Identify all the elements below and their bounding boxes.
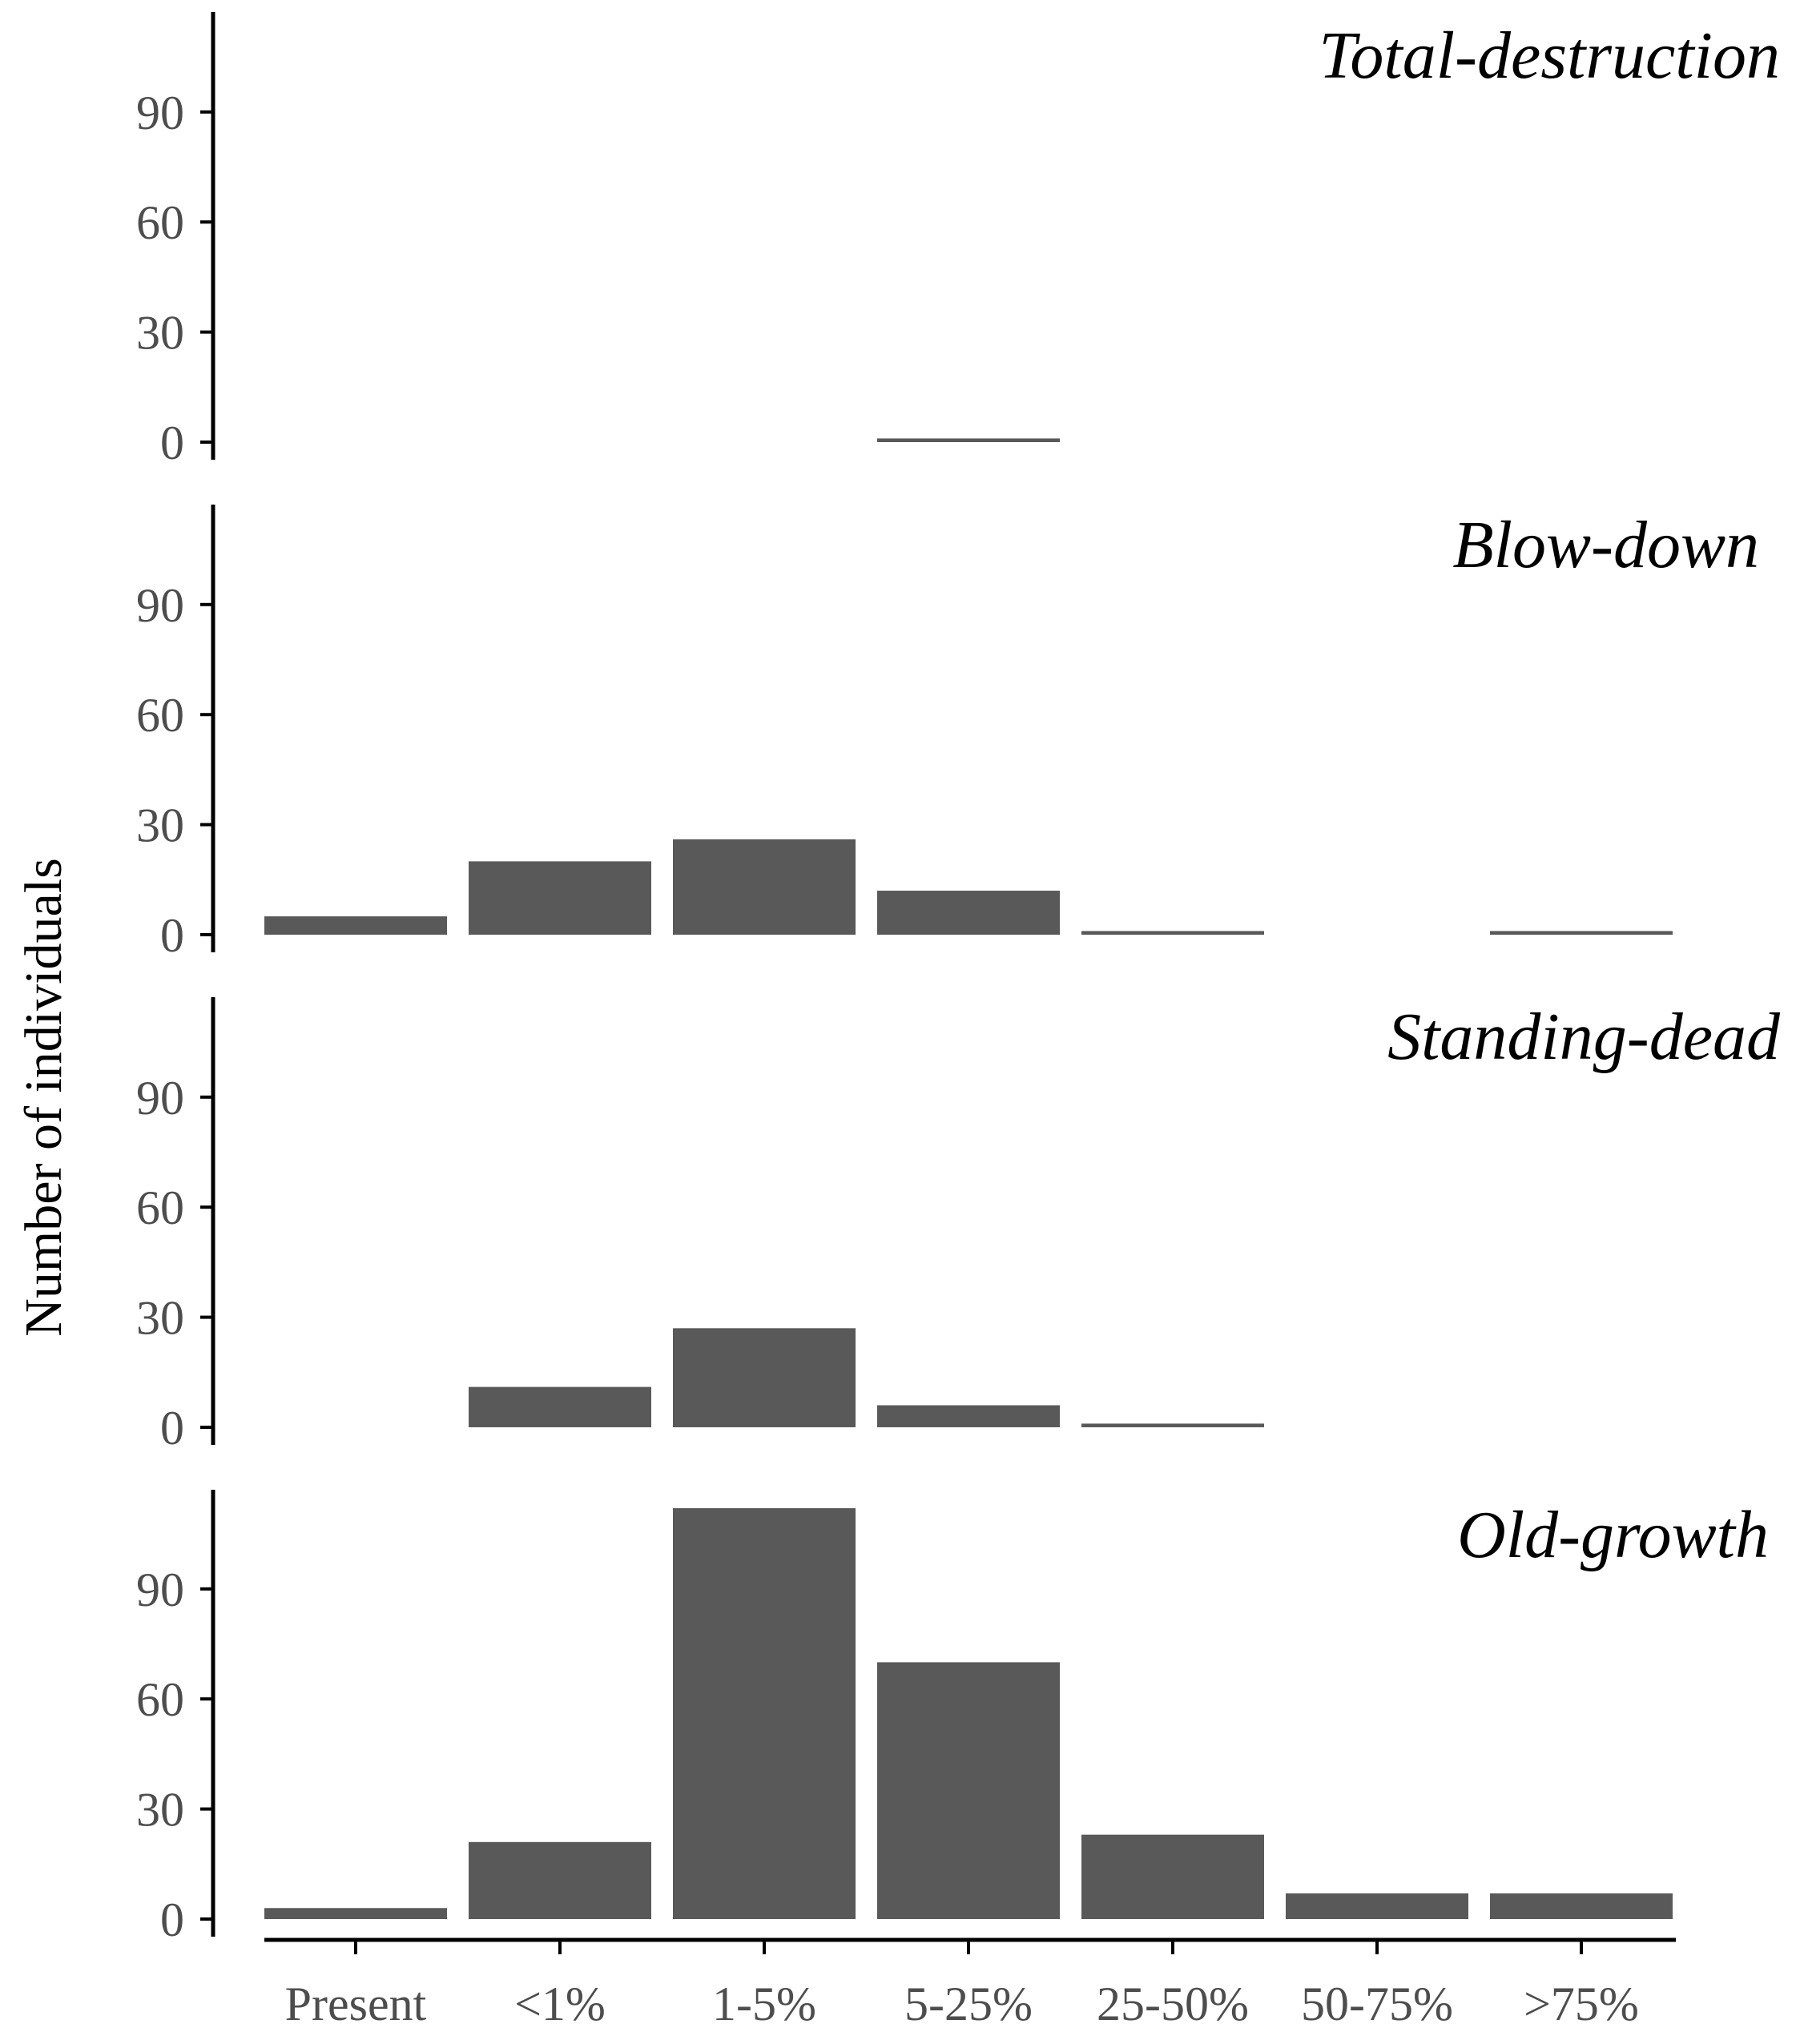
y-tick-label: 60 <box>136 1673 184 1726</box>
y-tick-label: 60 <box>136 1181 184 1234</box>
bar <box>1490 931 1673 935</box>
bar <box>673 1328 856 1427</box>
bar <box>1081 1834 1264 1919</box>
panel-title: Standing-dead <box>1387 1000 1781 1074</box>
panels: Total-destruction 0 30 60 90 Blow-down 0 30 60 90… <box>136 12 1781 1946</box>
bar <box>877 1405 1060 1427</box>
x-axis: Present <1% 1-5% 5-25% 25-50% 50-75% >75% <box>264 1937 1676 2030</box>
bar <box>877 1662 1060 1919</box>
y-tick-label: 60 <box>136 196 184 249</box>
y-tick-label: 90 <box>136 87 184 139</box>
y-tick-label: 30 <box>136 799 184 852</box>
bar <box>264 1908 447 1919</box>
x-tick-label: <1% <box>514 1978 606 2030</box>
y-tick-label: 0 <box>160 1402 184 1455</box>
bar <box>1490 1893 1673 1919</box>
x-tick-label: Present <box>285 1978 427 2030</box>
x-tick-label: 5-25% <box>904 1978 1033 2030</box>
panel-title: Blow-down <box>1452 508 1759 582</box>
bar <box>469 1386 651 1427</box>
y-tick-label: 0 <box>160 416 184 469</box>
y-tick-label: 90 <box>136 579 184 632</box>
y-tick-label: 30 <box>136 1292 184 1345</box>
y-tick-label: 30 <box>136 307 184 360</box>
y-tick-label: 60 <box>136 689 184 742</box>
bar <box>469 1841 651 1919</box>
y-tick-label: 0 <box>160 909 184 962</box>
y-tick-label: 0 <box>160 1893 184 1946</box>
panel-standing-dead: Standing-dead 0 30 60 90 <box>136 997 1781 1455</box>
panel-old-growth: Old-growth 0 30 60 90 <box>136 1490 1769 1946</box>
bar <box>1081 931 1264 935</box>
panel-title: Old-growth <box>1457 1498 1769 1572</box>
x-tick-label: 50-75% <box>1301 1978 1453 2030</box>
x-tick-label: 25-50% <box>1097 1978 1249 2030</box>
bar <box>673 839 856 935</box>
bar <box>1081 1423 1264 1427</box>
y-axis-title: Number of individuals <box>14 858 73 1337</box>
y-tick-label: 30 <box>136 1784 184 1837</box>
bar <box>673 1508 856 1919</box>
bar <box>877 438 1060 442</box>
bar <box>469 861 651 935</box>
bar <box>264 916 447 935</box>
bar <box>1286 1893 1468 1919</box>
y-tick-label: 90 <box>136 1563 184 1616</box>
panel-title: Total-destruction <box>1319 18 1780 93</box>
panel-total-destruction: Total-destruction 0 30 60 90 <box>136 12 1780 469</box>
x-tick-label: >75% <box>1524 1978 1639 2030</box>
x-tick-label: 1-5% <box>712 1978 816 2030</box>
y-tick-label: 90 <box>136 1072 184 1125</box>
bar <box>877 891 1060 935</box>
panel-blow-down: Blow-down 0 30 60 90 <box>136 505 1759 962</box>
